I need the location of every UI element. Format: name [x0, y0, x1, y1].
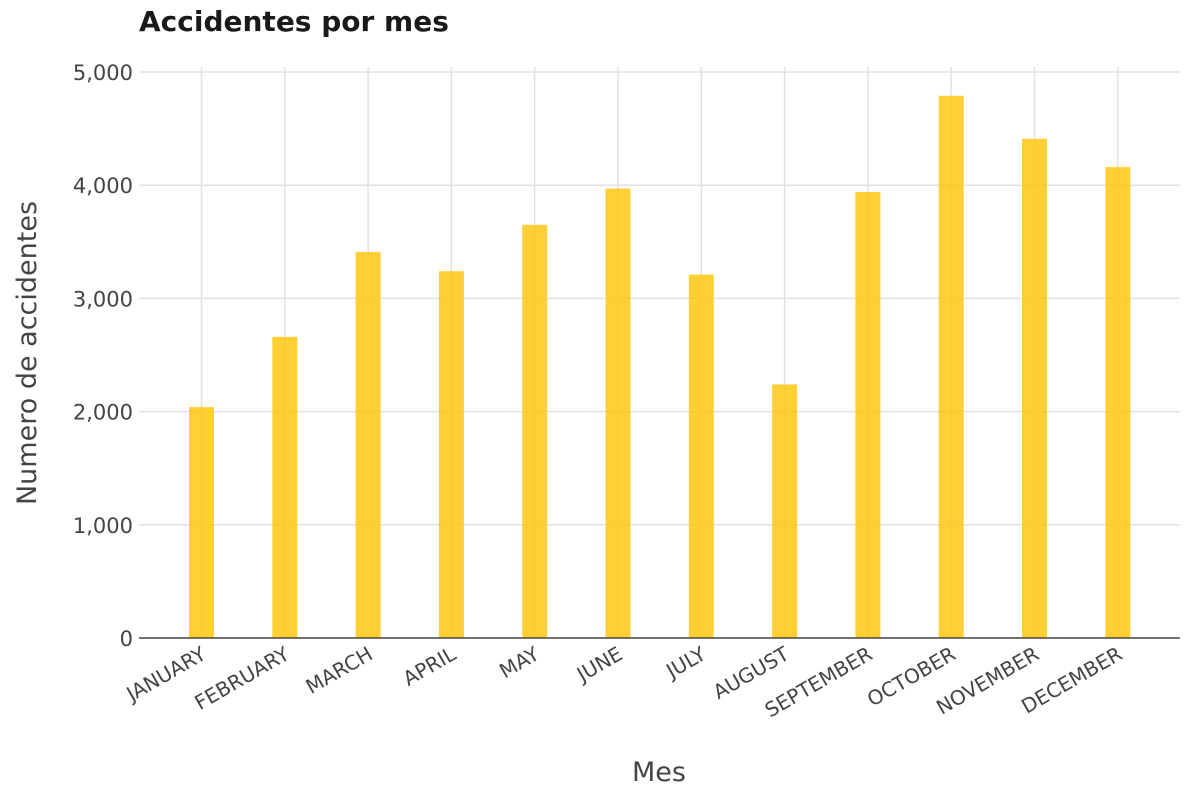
- x-tick-label: FEBRUARY: [190, 641, 294, 715]
- y-tick-label: 2,000: [73, 401, 133, 425]
- y-axis-ticks: 0 1,000 2,000 3,000 4,000 5,000: [73, 61, 133, 651]
- bar: [189, 407, 214, 638]
- y-tick-label: 4,000: [73, 174, 133, 198]
- bar: [438, 271, 464, 638]
- chart-title: Accidentes por mes: [139, 5, 449, 38]
- y-tick-label: 3,000: [73, 287, 133, 311]
- bar: [1105, 167, 1131, 638]
- x-tick-label: MAY: [495, 641, 544, 683]
- bar: [1022, 138, 1047, 638]
- y-tick-label: 0: [120, 627, 133, 651]
- bar: [355, 251, 381, 638]
- x-tick-label: JUNE: [571, 642, 626, 688]
- bar: [688, 274, 714, 638]
- bar: [272, 336, 298, 638]
- y-tick-label: 5,000: [73, 61, 133, 85]
- bar: [938, 95, 964, 639]
- bar: [522, 224, 548, 638]
- bar: [605, 188, 631, 638]
- x-axis-title: Mes: [632, 757, 686, 788]
- bar: [772, 384, 798, 638]
- x-tick-label: APRIL: [399, 641, 461, 691]
- x-tick-label: MARCH: [302, 642, 377, 699]
- x-tick-label: JULY: [660, 641, 710, 684]
- y-axis-title: Numero de accidentes: [12, 201, 43, 505]
- bars: [189, 95, 1131, 639]
- y-tick-label: 1,000: [73, 514, 133, 538]
- bar: [855, 191, 881, 638]
